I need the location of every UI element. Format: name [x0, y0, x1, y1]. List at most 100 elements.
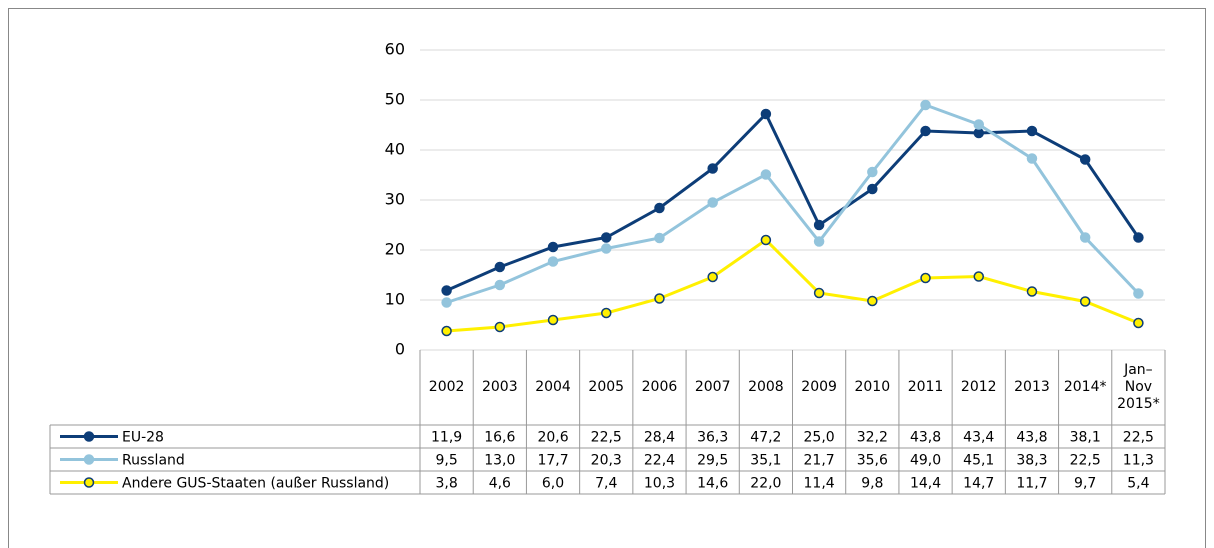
point	[494, 279, 506, 291]
point	[867, 166, 878, 178]
y-tick-label: 30	[385, 190, 405, 209]
table-value: 20,3	[591, 453, 622, 469]
y-tick-label: 10	[385, 290, 405, 309]
x-tick-label: 2006	[641, 379, 678, 395]
table-value: 11,4	[804, 476, 835, 492]
table-value: 9,5	[435, 453, 457, 469]
point	[1026, 286, 1038, 297]
table-value: 11,9	[431, 430, 462, 446]
table-value: 22,0	[750, 476, 781, 492]
table-value: 22,5	[1070, 453, 1101, 469]
table-value: 25,0	[804, 430, 835, 446]
table-value: 47,2	[750, 430, 781, 446]
table-value: 4,6	[489, 476, 511, 492]
table-value: 38,1	[1070, 430, 1101, 446]
table-value: 45,1	[963, 453, 994, 469]
point	[707, 163, 718, 174]
table-value: 35,6	[857, 453, 888, 469]
point	[1133, 288, 1144, 299]
point	[973, 271, 984, 282]
legend-label: Russland	[122, 453, 185, 469]
point	[760, 234, 772, 246]
table-value: 43,8	[1016, 430, 1047, 446]
table-value: 14,6	[697, 476, 728, 492]
legend-label: Andere GUS-Staaten (außer Russland)	[122, 476, 389, 492]
series-line	[446, 111, 1140, 292]
point	[813, 287, 825, 299]
point	[601, 232, 612, 243]
x-tick-label: 2004	[535, 379, 571, 395]
point	[813, 219, 825, 231]
x-tick-label: 2010	[854, 379, 891, 395]
point	[867, 295, 878, 307]
table-value: 22,5	[1123, 430, 1154, 446]
x-tick-label: 2008	[748, 379, 784, 395]
point	[920, 272, 931, 284]
point	[547, 256, 559, 267]
table-value: 22,5	[591, 430, 622, 446]
point	[1026, 125, 1038, 137]
point	[547, 314, 559, 326]
table-value: 38,3	[1016, 453, 1047, 469]
point	[654, 293, 665, 304]
table-value: 35,1	[750, 453, 781, 469]
point	[441, 297, 452, 308]
point	[1026, 153, 1038, 164]
point	[441, 325, 452, 337]
table-value: 36,3	[697, 430, 728, 446]
legend-marker	[83, 477, 95, 488]
point	[760, 108, 772, 120]
frame	[8, 8, 1206, 548]
point	[1133, 232, 1144, 243]
point	[920, 99, 931, 111]
table-value: 49,0	[910, 453, 941, 469]
x-tick-label: 2011	[907, 379, 944, 395]
point	[707, 271, 718, 283]
table-value: 17,7	[537, 453, 568, 469]
legend-label: EU-28	[122, 430, 164, 446]
table-value: 43,4	[963, 430, 994, 446]
table-value: 21,7	[804, 453, 835, 469]
x-tick-label: 2003	[481, 379, 518, 395]
x-tick-label: Jan– Nov 2015*	[1117, 362, 1160, 412]
table-value: 9,7	[1074, 476, 1096, 492]
point	[654, 232, 665, 244]
table-value: 14,4	[910, 476, 941, 492]
point	[441, 285, 452, 296]
table-value: 11,7	[1016, 476, 1047, 492]
legend-marker	[83, 431, 95, 442]
x-tick-label: 2014*	[1063, 379, 1107, 395]
point	[601, 243, 612, 254]
legend-marker	[83, 454, 95, 465]
series-line	[446, 103, 1140, 304]
y-tick-label: 20	[385, 240, 405, 259]
point	[1079, 232, 1091, 243]
point	[973, 119, 984, 130]
point	[707, 197, 718, 208]
table-value: 10,3	[644, 476, 675, 492]
point	[494, 261, 506, 273]
y-tick-label: 60	[385, 40, 405, 59]
table-value: 43,8	[910, 430, 941, 446]
point	[867, 183, 878, 195]
y-tick-label: 50	[385, 90, 405, 109]
table-value: 29,5	[697, 453, 728, 469]
table-value: 22,4	[644, 453, 675, 469]
point	[760, 169, 772, 180]
table-value: 7,4	[595, 476, 617, 492]
table-value: 16,6	[484, 430, 515, 446]
point	[494, 321, 506, 333]
table-value: 6,0	[542, 476, 564, 492]
point	[813, 236, 825, 247]
point	[973, 127, 984, 139]
table-value: 20,6	[537, 430, 568, 446]
point	[1079, 154, 1091, 165]
x-tick-label: 2002	[428, 379, 465, 395]
x-tick-label: 2005	[588, 379, 625, 395]
table-value: 32,2	[857, 430, 888, 446]
y-tick-label: 40	[385, 140, 405, 159]
x-tick-label: 2012	[960, 379, 997, 395]
point	[920, 125, 931, 137]
